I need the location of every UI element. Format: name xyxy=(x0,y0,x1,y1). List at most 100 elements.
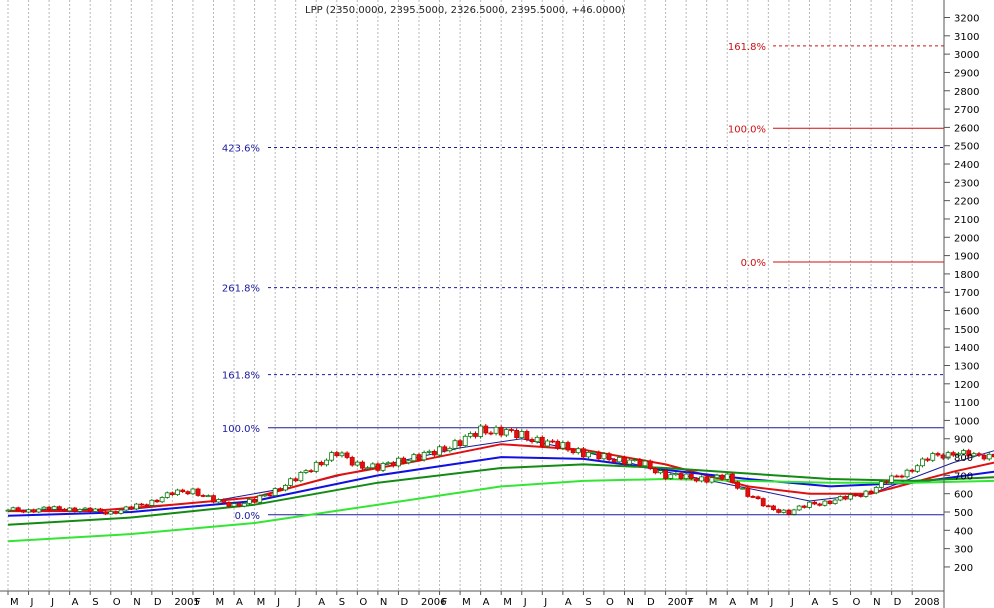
candle-down xyxy=(909,469,915,472)
candle-up xyxy=(591,451,597,454)
y-tick-label: 400 xyxy=(954,526,973,537)
candle-down xyxy=(360,461,365,469)
x-tick-label: N xyxy=(873,597,880,608)
candle-up xyxy=(956,453,961,456)
fib-level-label: 100.0% xyxy=(222,424,260,435)
candle-down xyxy=(581,448,586,458)
y-tick-label: 500 xyxy=(954,508,973,519)
candle-down xyxy=(277,488,283,491)
x-tick-label: M xyxy=(750,597,759,608)
candle-up xyxy=(920,458,925,467)
candle-down xyxy=(894,475,900,478)
candle-up xyxy=(519,431,525,439)
candle-down xyxy=(729,473,735,483)
candle-down xyxy=(611,459,617,463)
candle-down xyxy=(344,452,350,458)
x-tick-label: F xyxy=(195,597,201,608)
candle-down xyxy=(704,476,710,483)
candle-up xyxy=(385,462,391,465)
candle-down xyxy=(817,503,823,506)
candle-down xyxy=(812,501,817,505)
x-tick-label: J xyxy=(297,597,301,608)
candle-up xyxy=(452,440,458,449)
candle-up xyxy=(724,473,730,480)
x-tick-label: J xyxy=(543,597,547,608)
candle-up xyxy=(77,509,83,512)
candle-down xyxy=(15,507,21,511)
moving-average-line xyxy=(7,478,994,543)
y-tick-label: 1400 xyxy=(954,343,979,354)
y-tick-label: 800 xyxy=(954,453,973,464)
candle-up xyxy=(642,460,648,467)
candle-up xyxy=(396,457,401,467)
x-tick-label: M xyxy=(216,597,225,608)
candle-down xyxy=(755,496,761,499)
candle-up xyxy=(175,489,180,495)
candle-up xyxy=(406,460,412,464)
candle-up xyxy=(668,474,674,479)
candle-down xyxy=(473,433,478,437)
candle-down xyxy=(514,429,520,439)
candle-up xyxy=(67,507,73,512)
candle-down xyxy=(200,495,206,497)
candle-down xyxy=(940,454,946,459)
candle-down xyxy=(950,452,956,456)
x-tick-label: O xyxy=(113,597,121,608)
candle-down xyxy=(154,499,160,503)
y-tick-label: 1000 xyxy=(954,416,979,427)
y-tick-label: 2100 xyxy=(954,215,979,226)
x-tick-label: J xyxy=(276,597,280,608)
x-tick-label: O xyxy=(359,597,367,608)
candle-up xyxy=(683,473,689,480)
fib-level-label: 0.0% xyxy=(235,511,260,522)
candle-up xyxy=(149,499,155,506)
candle-down xyxy=(56,506,62,510)
candle-up xyxy=(10,507,16,511)
y-tick-label: 2800 xyxy=(954,87,979,98)
candle-down xyxy=(663,470,668,479)
candle-down xyxy=(606,453,612,461)
candle-up xyxy=(534,436,540,443)
candle-up xyxy=(493,426,499,434)
candle-down xyxy=(524,431,530,440)
candle-up xyxy=(36,508,42,513)
candle-down xyxy=(843,496,848,500)
candle-down xyxy=(637,459,643,467)
candle-up xyxy=(740,487,746,490)
candle-up xyxy=(437,446,442,456)
candle-down xyxy=(349,457,355,466)
y-tick-label: 1500 xyxy=(954,325,979,336)
x-tick-label: J xyxy=(769,597,773,608)
x-tick-label: F xyxy=(442,597,448,608)
candle-down xyxy=(293,478,299,482)
x-tick-label: D xyxy=(894,597,902,608)
candle-down xyxy=(925,458,931,461)
candle-down xyxy=(221,499,227,503)
candle-up xyxy=(709,477,715,483)
candle-up xyxy=(123,506,129,511)
candle-down xyxy=(442,446,448,452)
y-tick-label: 1700 xyxy=(954,288,979,299)
candle-up xyxy=(241,502,247,507)
candle-up xyxy=(863,490,869,497)
fib-level-label: 161.8% xyxy=(222,371,260,382)
candle-up xyxy=(92,508,98,512)
y-tick-label: 600 xyxy=(954,490,973,501)
x-tick-label: 2005 xyxy=(174,597,199,608)
candle-up xyxy=(837,496,843,501)
candle-up xyxy=(986,453,992,460)
candle-up xyxy=(324,459,329,466)
candle-up xyxy=(904,469,910,478)
candle-up xyxy=(108,511,114,515)
candle-down xyxy=(529,439,535,443)
candle-up xyxy=(164,492,170,498)
candle-up xyxy=(82,507,88,510)
candle-down xyxy=(694,478,699,482)
candle-up xyxy=(5,509,11,512)
candle-up xyxy=(231,503,237,507)
candle-down xyxy=(185,491,191,495)
y-tick-label: 3200 xyxy=(954,14,979,25)
fib-extension-label: 100.0% xyxy=(728,124,766,135)
candle-down xyxy=(390,462,396,467)
